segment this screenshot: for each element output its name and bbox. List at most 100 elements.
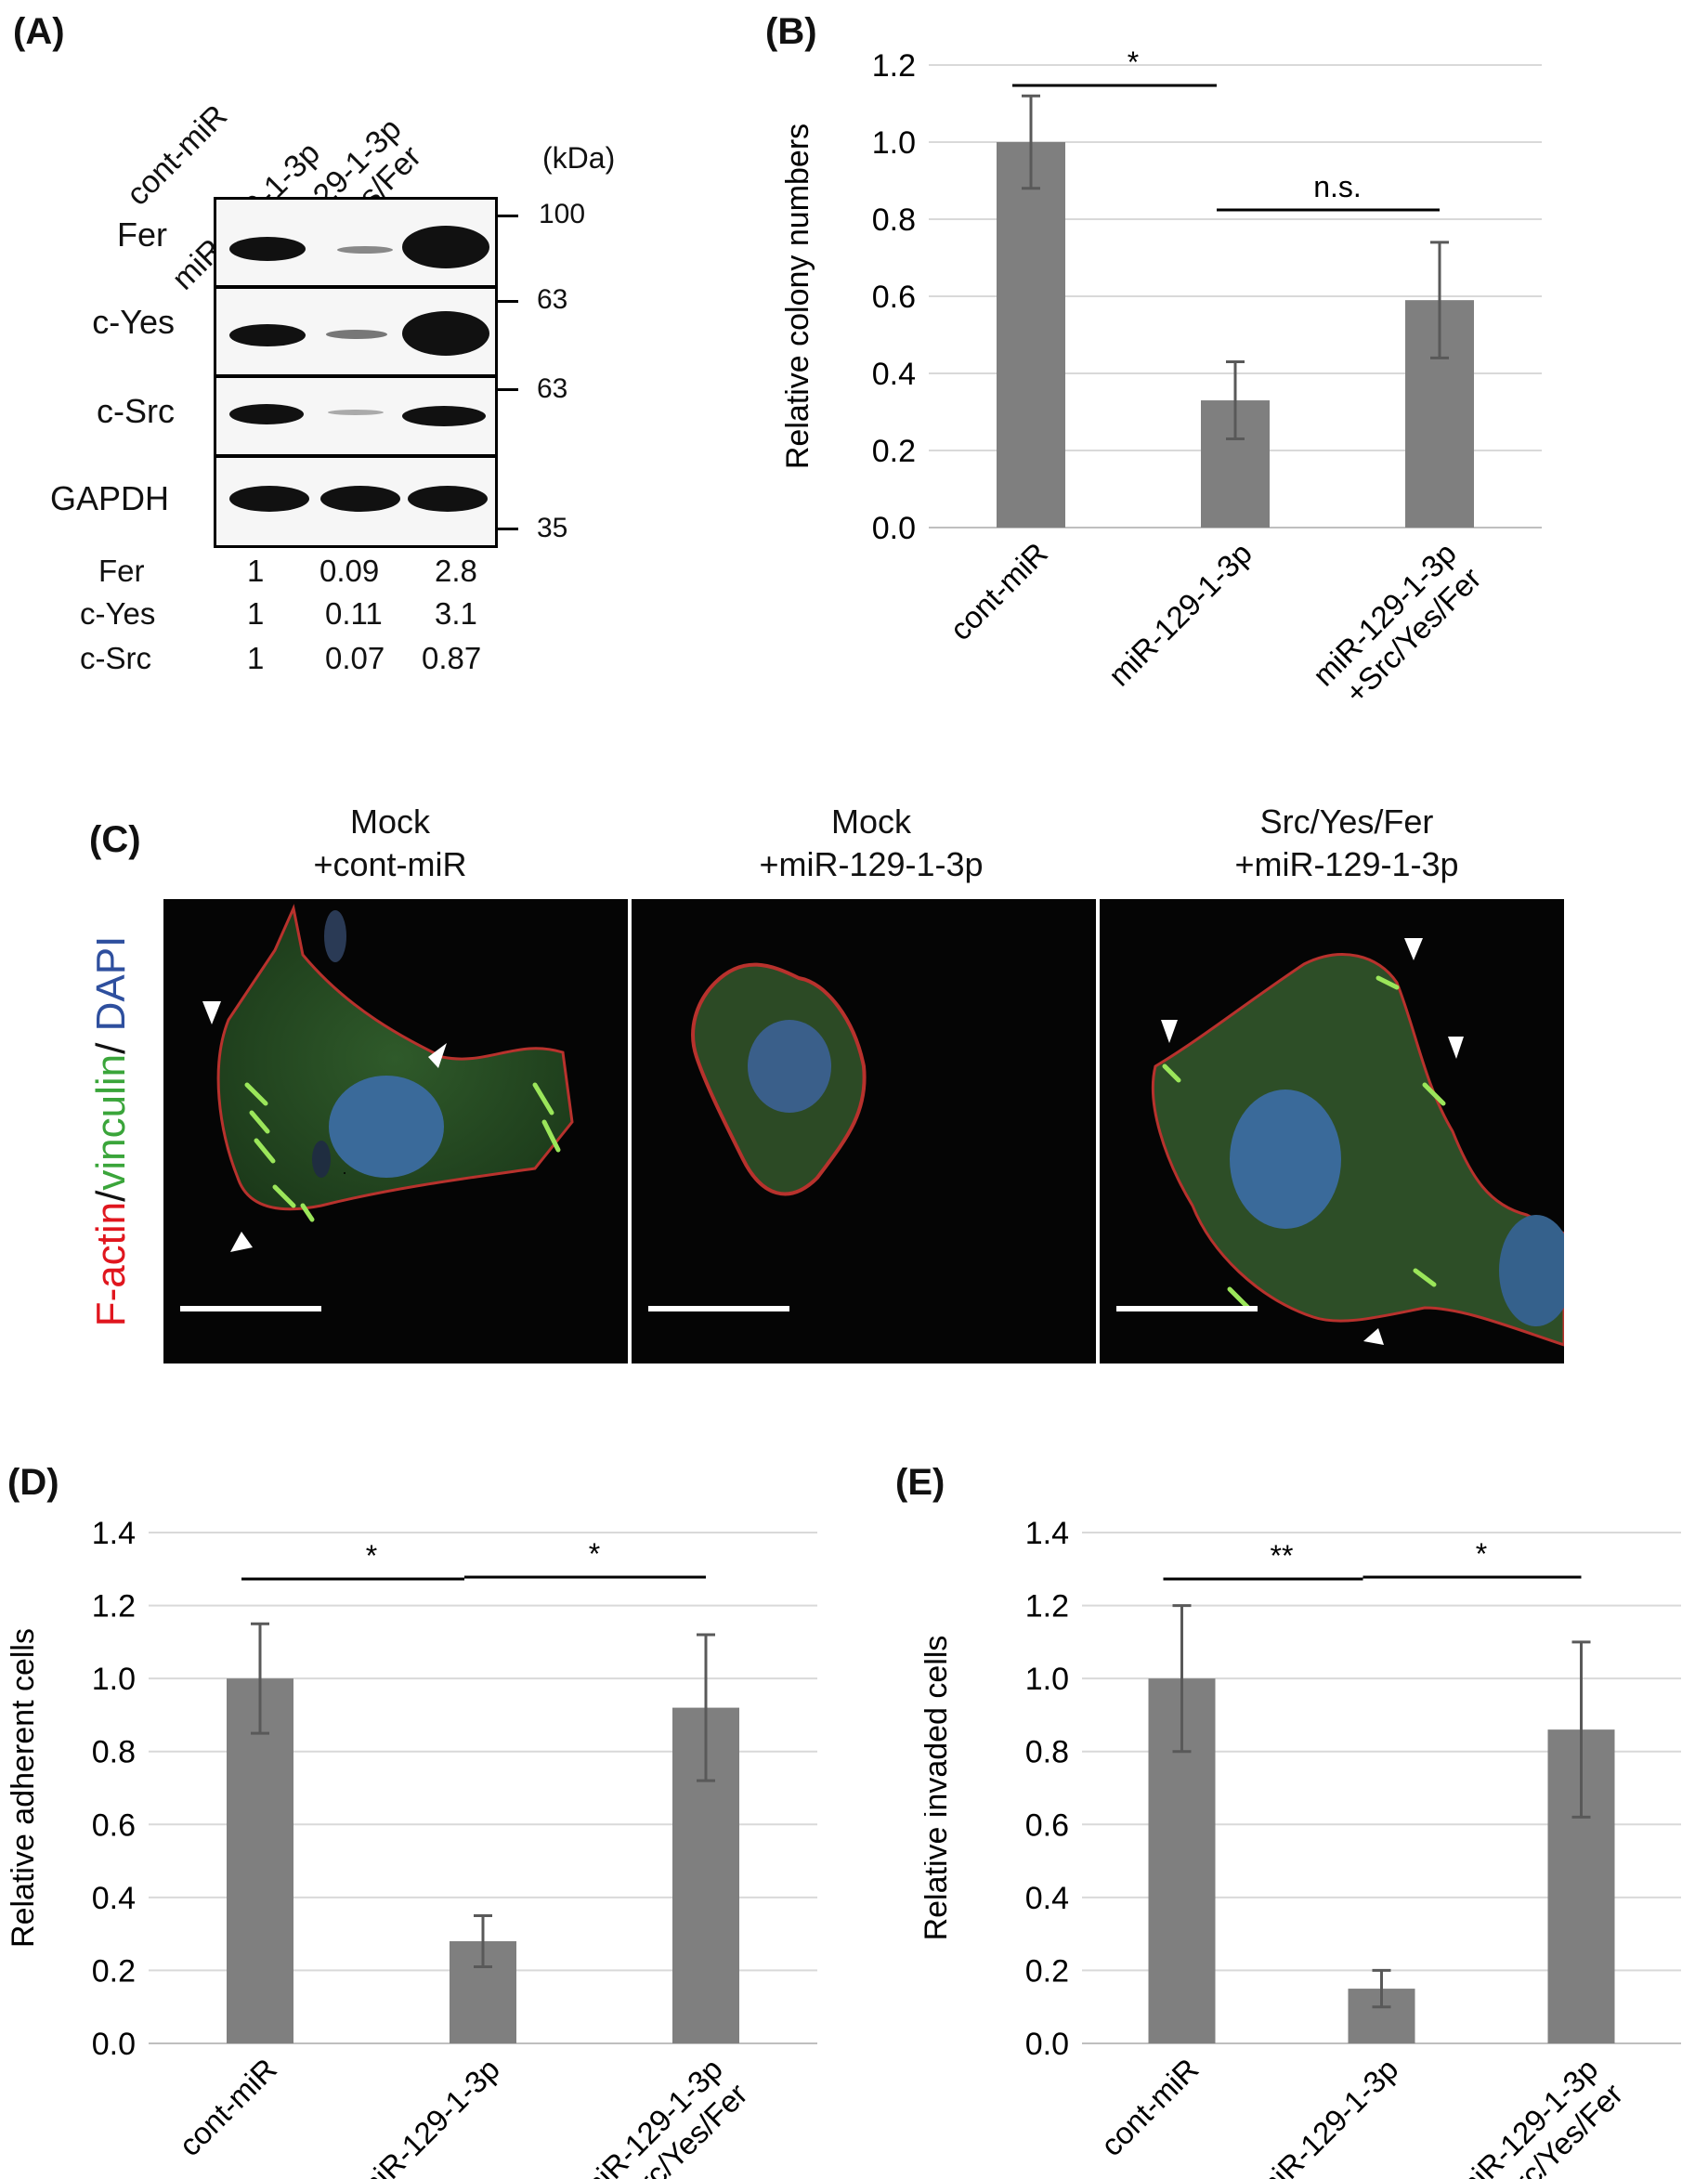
micro-title-3-line2: +miR-129-1-3p [1234, 845, 1459, 883]
micro-title-1: Mock +cont-miR [204, 801, 576, 886]
chart-b-x-tick-label: miR-129-1-3p+Src/Yes/Fer [1306, 536, 1488, 718]
chart-e-ytick-label: 0.8 [1025, 1735, 1069, 1770]
chart-d-sig-label: * [589, 1537, 600, 1571]
marker-35: 35 [537, 513, 568, 543]
panel-d-label: (D) [7, 1462, 59, 1503]
marker-63b: 63 [537, 373, 568, 404]
chart-b-x-tick-label: cont-miR [943, 536, 1054, 647]
chart-b-bar [997, 142, 1065, 528]
quant-cyes-1: 1 [247, 596, 265, 631]
marker-tick-35 [498, 528, 518, 530]
micro-title-3-line1: Src/Yes/Fer [1259, 802, 1434, 841]
micrograph-mock-contmir [163, 899, 628, 1364]
micro-title-2-line2: +miR-129-1-3p [759, 845, 984, 883]
chart-b-x-tick-label: miR-129-1-3p [1102, 536, 1258, 693]
chart-e-ytick-label: 0.4 [1025, 1881, 1069, 1916]
chart-d-ytick-label: 1.0 [92, 1662, 136, 1697]
chart-d-x-tick-label: miR-129-1-3p [349, 2052, 506, 2179]
chart-e-sig-label: ** [1271, 1539, 1294, 1572]
stain-label-dapi: DAPI [88, 935, 134, 1032]
band-fer-lane1 [229, 237, 306, 261]
micro-title-2-line1: Mock [830, 802, 911, 841]
micro-title-1-line2: +cont-miR [313, 845, 467, 883]
chart-d-y-axis-label: Relative adherent cells [6, 1628, 41, 1948]
micrograph-mock-mir129-image [648, 962, 867, 1311]
chart-d-ytick-label: 0.0 [92, 2027, 136, 2062]
chart-d-sig-label: * [366, 1539, 377, 1572]
chart-e-x-tick-label: miR-129-1-3p+Src/Yes/Fer [1448, 2052, 1630, 2179]
chart-b-ytick-label: 0.0 [872, 511, 916, 546]
chart-b-ytick-label: 1.0 [872, 125, 916, 161]
chart-e: 0.0 0.2 0.4 0.6 0.8 1.0 1.2 1.4 Relative invaded… [924, 1516, 1681, 2179]
blot-label-gapdh: GAPDH [49, 479, 169, 517]
quant-csrc-3: 0.87 [422, 641, 482, 675]
chart-d-ytick-label: 0.4 [92, 1881, 136, 1916]
kda-label: (kDa) [542, 141, 616, 175]
quant-cyes-3: 3.1 [435, 596, 477, 631]
band-cyes-lane1 [229, 324, 306, 346]
chart-d-x-tick-label: cont-miR [172, 2052, 283, 2163]
micro-title-1-line1: Mock [349, 802, 430, 841]
stain-label-factin: F-actin [88, 1201, 134, 1327]
quant-label-csrc: c-Src [80, 641, 151, 675]
band-csrc-lane2 [328, 410, 384, 415]
chart-b-sig-label: n.s. [1313, 170, 1362, 203]
lane-label-cont-mir: cont-miR [120, 98, 235, 213]
quant-label-cyes: c-Yes [80, 596, 156, 631]
marker-tick-63b [498, 388, 518, 391]
chart-d-x-tick-label: miR-129-1-3p+Src/Yes/Fer [572, 2052, 754, 2179]
chart-b-sig-label: * [1128, 46, 1139, 79]
panel-e-label: (E) [895, 1462, 945, 1503]
band-gapdh-lane3 [408, 486, 488, 512]
blot-label-fer: Fer [117, 215, 167, 254]
chart-d-ytick-label: 0.6 [92, 1807, 136, 1843]
band-fer-lane2 [337, 246, 393, 254]
quant-fer-1: 1 [247, 554, 265, 588]
micrograph-srcyesfer-mir129 [1100, 899, 1564, 1364]
marker-tick-100 [498, 215, 518, 217]
chart-b-ytick-label: 1.2 [872, 48, 916, 84]
micro-title-2: Mock +miR-129-1-3p [685, 801, 1057, 886]
band-gapdh-lane1 [229, 486, 309, 512]
blot-csrc [214, 375, 498, 457]
quant-csrc-2: 0.07 [325, 641, 385, 675]
quant-fer-2: 0.09 [319, 554, 380, 588]
micro-title-3: Src/Yes/Fer +miR-129-1-3p [1161, 801, 1532, 886]
blot-fer [214, 197, 498, 288]
chart-e-x-tick-label: cont-miR [1094, 2052, 1206, 2163]
marker-100: 100 [539, 199, 586, 229]
micrograph-srcyesfer-mir129-image [1116, 938, 1564, 1347]
chart-e-y-axis-label: Relative invaded cells [924, 1636, 954, 1941]
quant-fer-3: 2.8 [435, 554, 477, 588]
blot-cyes [214, 286, 498, 377]
quant-cyes-2: 0.11 [325, 596, 383, 631]
chart-e-ytick-label: 1.4 [1025, 1516, 1069, 1551]
micrograph-mock-mir129 [632, 899, 1096, 1364]
band-cyes-lane2 [326, 330, 387, 339]
chart-e-ytick-label: 1.0 [1025, 1662, 1069, 1697]
quant-csrc-1: 1 [247, 641, 265, 675]
band-csrc-lane3 [402, 406, 486, 426]
chart-e-x-tick-label: miR-129-1-3p [1248, 2052, 1405, 2179]
chart-d-ytick-label: 1.4 [92, 1516, 136, 1551]
chart-b-y-axis-label: Relative colony numbers [780, 124, 815, 469]
chart-b-ytick-label: 0.2 [872, 434, 916, 469]
marker-tick-63a [498, 300, 518, 303]
chart-d-ytick-label: 1.2 [92, 1589, 136, 1624]
chart-b-ytick-label: 0.6 [872, 280, 916, 315]
band-cyes-lane3 [402, 311, 489, 356]
chart-b-ytick-label: 0.8 [872, 202, 916, 238]
chart-d-ytick-label: 0.8 [92, 1735, 136, 1770]
chart-b: 0.0 0.2 0.4 0.6 0.8 1.0 1.2 Relative colony num… [780, 46, 1542, 718]
blot-label-cyes: c-Yes [92, 303, 175, 341]
micrograph-mock-contmir-image [180, 904, 574, 1311]
chart-d-bar [227, 1678, 293, 2043]
band-csrc-lane1 [229, 404, 304, 424]
band-gapdh-lane2 [320, 486, 400, 512]
panel-c-label: (C) [89, 819, 141, 860]
panel-b-label: (B) [765, 11, 817, 52]
stain-label-vinculin: vinculin [88, 1053, 134, 1191]
quant-label-fer: Fer [98, 554, 145, 588]
chart-e-ytick-label: 0.0 [1025, 2027, 1069, 2062]
chart-d: 0.0 0.2 0.4 0.6 0.8 1.0 1.2 1.4 Relative adheren… [6, 1516, 817, 2179]
